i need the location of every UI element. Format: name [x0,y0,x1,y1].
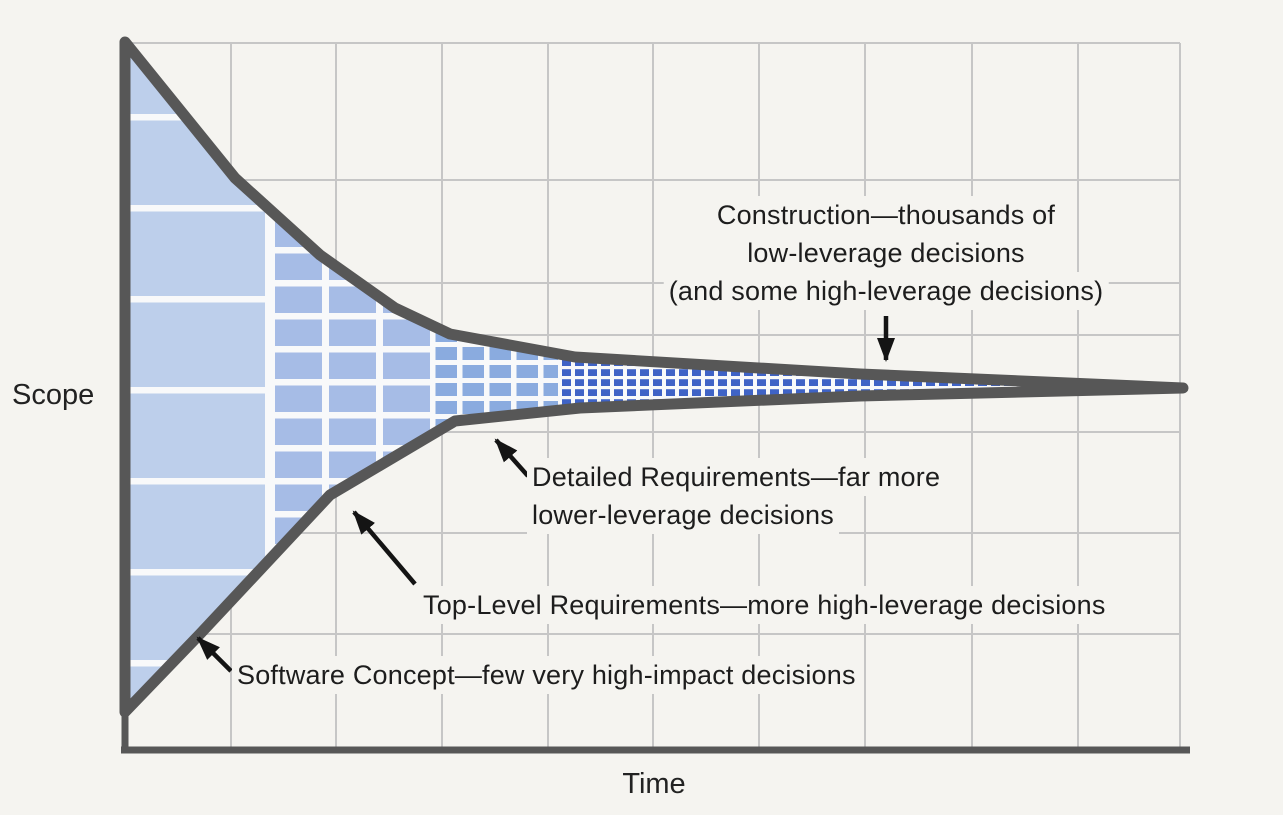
construction-label-line3: (and some high-leverage decisions) [663,272,1109,310]
y-axis-title: Scope [12,379,95,411]
detailed-requirements-label-line1: Detailed Requirements—far more [527,458,946,496]
software-concept-label-line1: Software Concept—few very high-impact de… [232,656,861,694]
software-concept-arrow [196,636,233,673]
top-level-requirements-arrow [352,510,417,586]
detailed-requirements-label-line2: lower-leverage decisions [527,496,839,534]
detailed-requirements-arrow [494,438,530,478]
funnel-outline [119,36,1189,718]
detailed-requirements-label: Detailed Requirements—far more lower-lev… [527,458,946,534]
top-level-requirements-label: Top-Level Requirements—more high-leverag… [418,586,1111,624]
x-axis-title: Time [622,768,686,800]
construction-label-line2: low-leverage decisions [742,234,1030,272]
top-level-requirements-label-line1: Top-Level Requirements—more high-leverag… [418,586,1111,624]
software-concept-label: Software Concept—few very high-impact de… [232,656,861,694]
construction-label-line1: Construction—thousands of [711,196,1061,234]
stage-divider [265,42,272,712]
construction-label: Construction—thousands of low-leverage d… [663,196,1109,310]
